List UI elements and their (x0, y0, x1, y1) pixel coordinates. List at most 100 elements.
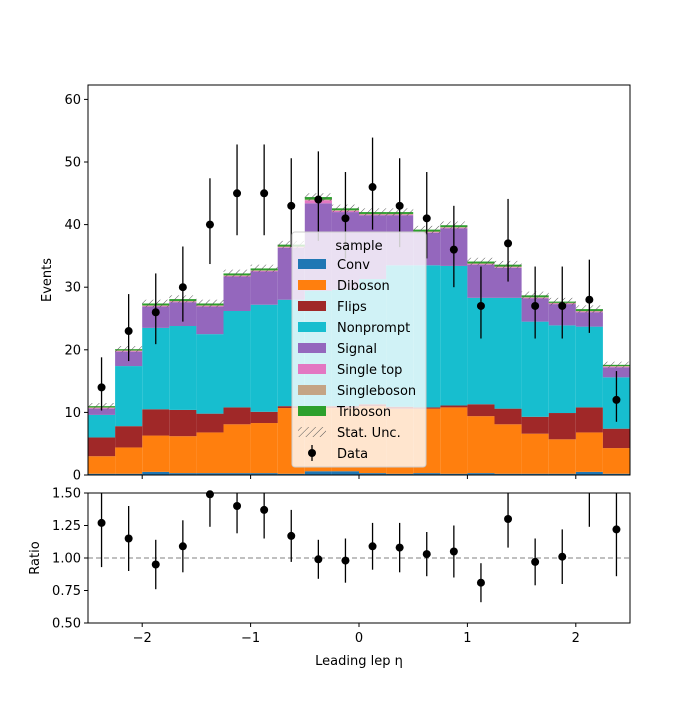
bar-diboson (521, 433, 549, 474)
bar-nonprompt (494, 297, 522, 409)
ratio-point (422, 550, 431, 559)
bar-diboson (196, 432, 224, 474)
ratio-ylabel: Ratio (28, 541, 43, 574)
legend-swatch-stat-unc (298, 427, 326, 437)
ratio-point (558, 552, 567, 561)
ratio-point (612, 525, 621, 534)
legend-swatch-singleboson (298, 385, 326, 395)
bar-flips (602, 428, 630, 449)
data-point (260, 189, 269, 198)
ratio-x-tick-label: −2 (133, 631, 152, 646)
ratio-point (504, 515, 513, 523)
bar-nonprompt (88, 414, 116, 438)
y-tick-label: 20 (64, 343, 81, 358)
data-point (449, 245, 458, 254)
ratio-y-tick-label: 0.50 (52, 617, 81, 632)
bar-nonprompt (169, 326, 197, 410)
ratio-ticks: 0.50 0.75 1.00 1.25 1.50 −2 −1 0 1 2 (52, 487, 580, 647)
ratio-y-tick-label: 1.25 (52, 519, 81, 534)
bar-conv (602, 473, 630, 475)
bar-flips (494, 408, 522, 425)
ratio-xlabel: Leading lep η (315, 654, 403, 669)
ratio-point (395, 543, 404, 552)
legend-swatch-signal (298, 343, 326, 353)
bar-nonprompt (250, 304, 278, 412)
legend-swatch-nonprompt (298, 322, 326, 332)
data-point (558, 301, 567, 310)
ratio-x-tick-label: 1 (463, 631, 471, 646)
bar-conv (521, 473, 549, 475)
data-point (97, 383, 106, 392)
bar-flips (169, 409, 197, 437)
stat-unc-band (250, 264, 278, 273)
main-ticks: 0 10 20 30 40 50 60 (64, 93, 577, 484)
bar-conv (277, 473, 305, 475)
bar-conv (331, 471, 359, 475)
bar-signal (223, 276, 251, 311)
bar-flips (142, 409, 170, 436)
bar-flips (88, 437, 116, 457)
bar-flips (413, 407, 441, 409)
ratio-point (368, 542, 377, 551)
ratio-point (151, 560, 160, 569)
legend-label-data: Data (337, 447, 368, 462)
bar-diboson (88, 456, 116, 474)
bar-nonprompt (115, 366, 143, 427)
bar-nonprompt (196, 334, 224, 414)
ratio-x-tick-label: −1 (241, 631, 260, 646)
bar-signal (88, 408, 116, 415)
bar-diboson (250, 423, 278, 474)
legend-swatch-flips (298, 301, 326, 311)
data-point (151, 308, 160, 317)
bar-diboson (467, 416, 495, 474)
data-points (97, 137, 621, 422)
bar-diboson (575, 432, 603, 472)
data-point (585, 295, 594, 304)
bar-conv (386, 473, 414, 475)
ratio-x-tick-label: 2 (572, 631, 580, 646)
main-panel: 0 10 20 30 40 50 60 Events sample Conv Diboson F… (40, 84, 631, 484)
ratio-x-tick-label: 0 (355, 631, 363, 646)
ratio-point (449, 547, 458, 556)
legend: sample Conv Diboson Flips Nonprompt Signal Si… (291, 231, 427, 468)
y-tick-label: 40 (64, 218, 81, 233)
bar-flips (521, 416, 549, 434)
bar-conv (494, 473, 522, 475)
bar-nonprompt (575, 326, 603, 408)
legend-swatch-single-top (298, 364, 326, 374)
bar-conv (575, 471, 603, 475)
legend-label-singleboson: Singleboson (337, 384, 416, 399)
data-point (504, 239, 513, 248)
bar-flips (467, 404, 495, 417)
legend-label-conv: Conv (337, 258, 370, 273)
bar-flips (250, 411, 278, 424)
bar-conv (250, 473, 278, 475)
legend-label-signal: Signal (337, 342, 377, 357)
stat-unc-band (223, 269, 251, 278)
y-tick-label: 50 (64, 155, 81, 170)
ratio-point (531, 557, 540, 566)
data-point (422, 214, 431, 223)
ratio-point (97, 518, 106, 527)
bar-diboson (142, 435, 170, 472)
legend-swatch-conv (298, 259, 326, 269)
bar-nonprompt (548, 325, 576, 414)
data-point (287, 201, 296, 210)
legend-items: Conv Diboson Flips Nonprompt Signal Single to… (298, 258, 416, 462)
ratio-y-tick-label: 1.50 (52, 487, 81, 502)
bar-conv (413, 473, 441, 475)
bar-flips (548, 413, 576, 440)
data-point (233, 189, 242, 198)
data-point (531, 301, 540, 310)
legend-swatch-diboson (298, 280, 326, 290)
bar-conv (304, 471, 332, 475)
bar-conv (548, 473, 576, 475)
legend-title: sample (335, 239, 382, 254)
legend-marker-data (308, 449, 316, 457)
bar-conv (223, 473, 251, 475)
bar-diboson (169, 436, 197, 474)
bar-signal (250, 271, 278, 305)
bar-conv (467, 473, 495, 475)
legend-swatch-triboson (298, 406, 326, 416)
data-point (395, 201, 404, 210)
